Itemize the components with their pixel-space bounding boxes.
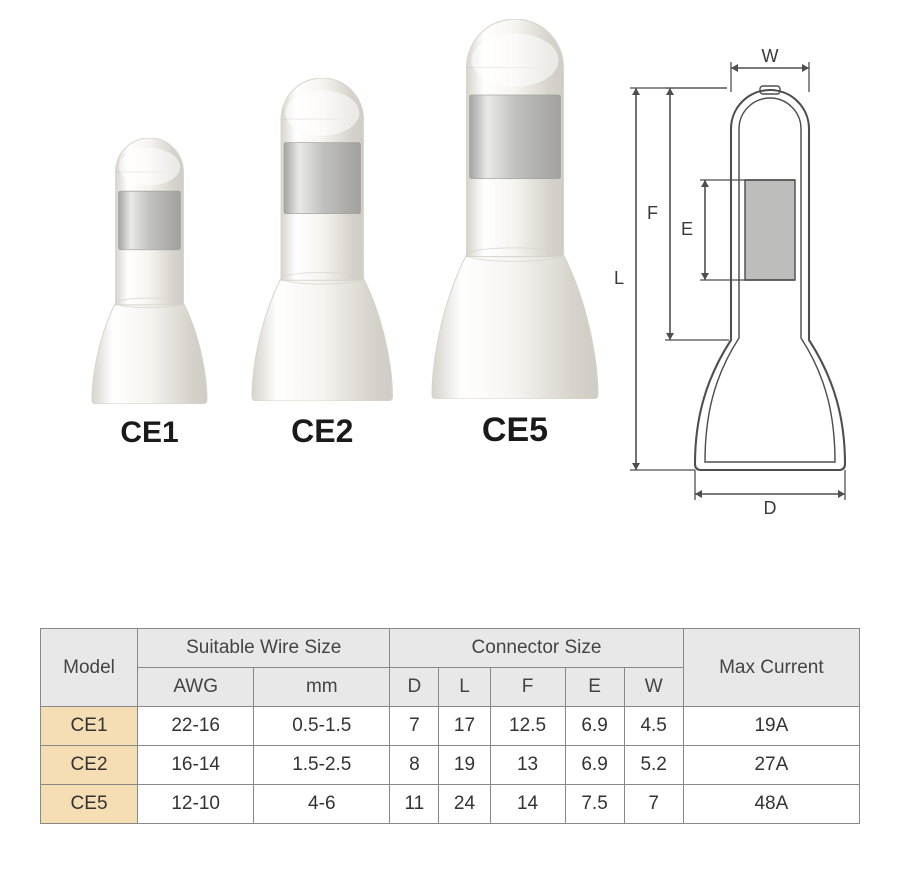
table-row: CE5 12-10 4-6 11 24 14 7.5 7 48A <box>41 785 860 824</box>
cell-d: 11 <box>390 785 439 824</box>
spec-table-body: CE1 22-16 0.5-1.5 7 17 12.5 6.9 4.5 19A … <box>41 707 860 824</box>
product-ce2: CE2 <box>250 78 395 450</box>
svg-text:W: W <box>762 46 779 66</box>
cell-e: 6.9 <box>565 746 624 785</box>
cell-d: 7 <box>390 707 439 746</box>
cell-awg: 22-16 <box>138 707 254 746</box>
cell-f: 12.5 <box>490 707 565 746</box>
cell-e: 7.5 <box>565 785 624 824</box>
col-l: L <box>439 668 490 707</box>
products-row: CE1 CE2 <box>40 40 610 520</box>
cell-model: CE1 <box>41 707 138 746</box>
col-e: E <box>565 668 624 707</box>
svg-text:E: E <box>681 219 693 239</box>
cell-mm: 4-6 <box>254 785 390 824</box>
cell-f: 13 <box>490 746 565 785</box>
cell-w: 7 <box>624 785 683 824</box>
col-model: Model <box>41 629 138 707</box>
product-label: CE2 <box>291 413 353 450</box>
table-row: CE1 22-16 0.5-1.5 7 17 12.5 6.9 4.5 19A <box>41 707 860 746</box>
col-w: W <box>624 668 683 707</box>
product-label: CE5 <box>482 411 548 450</box>
cell-awg: 12-10 <box>138 785 254 824</box>
cell-model: CE2 <box>41 746 138 785</box>
svg-text:F: F <box>647 203 658 223</box>
cell-e: 6.9 <box>565 707 624 746</box>
cell-l: 17 <box>439 707 490 746</box>
col-d: D <box>390 668 439 707</box>
dimension-diagram: W D L F <box>610 40 870 520</box>
product-ce1: CE1 <box>90 138 209 450</box>
table-row: CE2 16-14 1.5-2.5 8 19 13 6.9 5.2 27A <box>41 746 860 785</box>
cell-d: 8 <box>390 746 439 785</box>
cell-awg: 16-14 <box>138 746 254 785</box>
product-ce5: CE5 <box>430 19 600 450</box>
product-label: CE1 <box>120 416 178 450</box>
spec-table: Model Suitable Wire Size Connector Size … <box>40 628 860 824</box>
col-mm: mm <box>254 668 390 707</box>
cell-max: 27A <box>683 746 859 785</box>
cell-max: 19A <box>683 707 859 746</box>
cell-max: 48A <box>683 785 859 824</box>
svg-text:L: L <box>614 268 624 288</box>
col-wiresize: Suitable Wire Size <box>138 629 390 668</box>
cell-f: 14 <box>490 785 565 824</box>
col-maxcurrent: Max Current <box>683 629 859 707</box>
cell-model: CE5 <box>41 785 138 824</box>
cell-w: 4.5 <box>624 707 683 746</box>
spec-table-wrap: Model Suitable Wire Size Connector Size … <box>40 628 860 824</box>
col-f: F <box>490 668 565 707</box>
cell-l: 19 <box>439 746 490 785</box>
cell-mm: 1.5-2.5 <box>254 746 390 785</box>
col-awg: AWG <box>138 668 254 707</box>
cell-w: 5.2 <box>624 746 683 785</box>
cell-l: 24 <box>439 785 490 824</box>
svg-text:D: D <box>764 498 777 518</box>
col-connsize: Connector Size <box>390 629 683 668</box>
cell-mm: 0.5-1.5 <box>254 707 390 746</box>
